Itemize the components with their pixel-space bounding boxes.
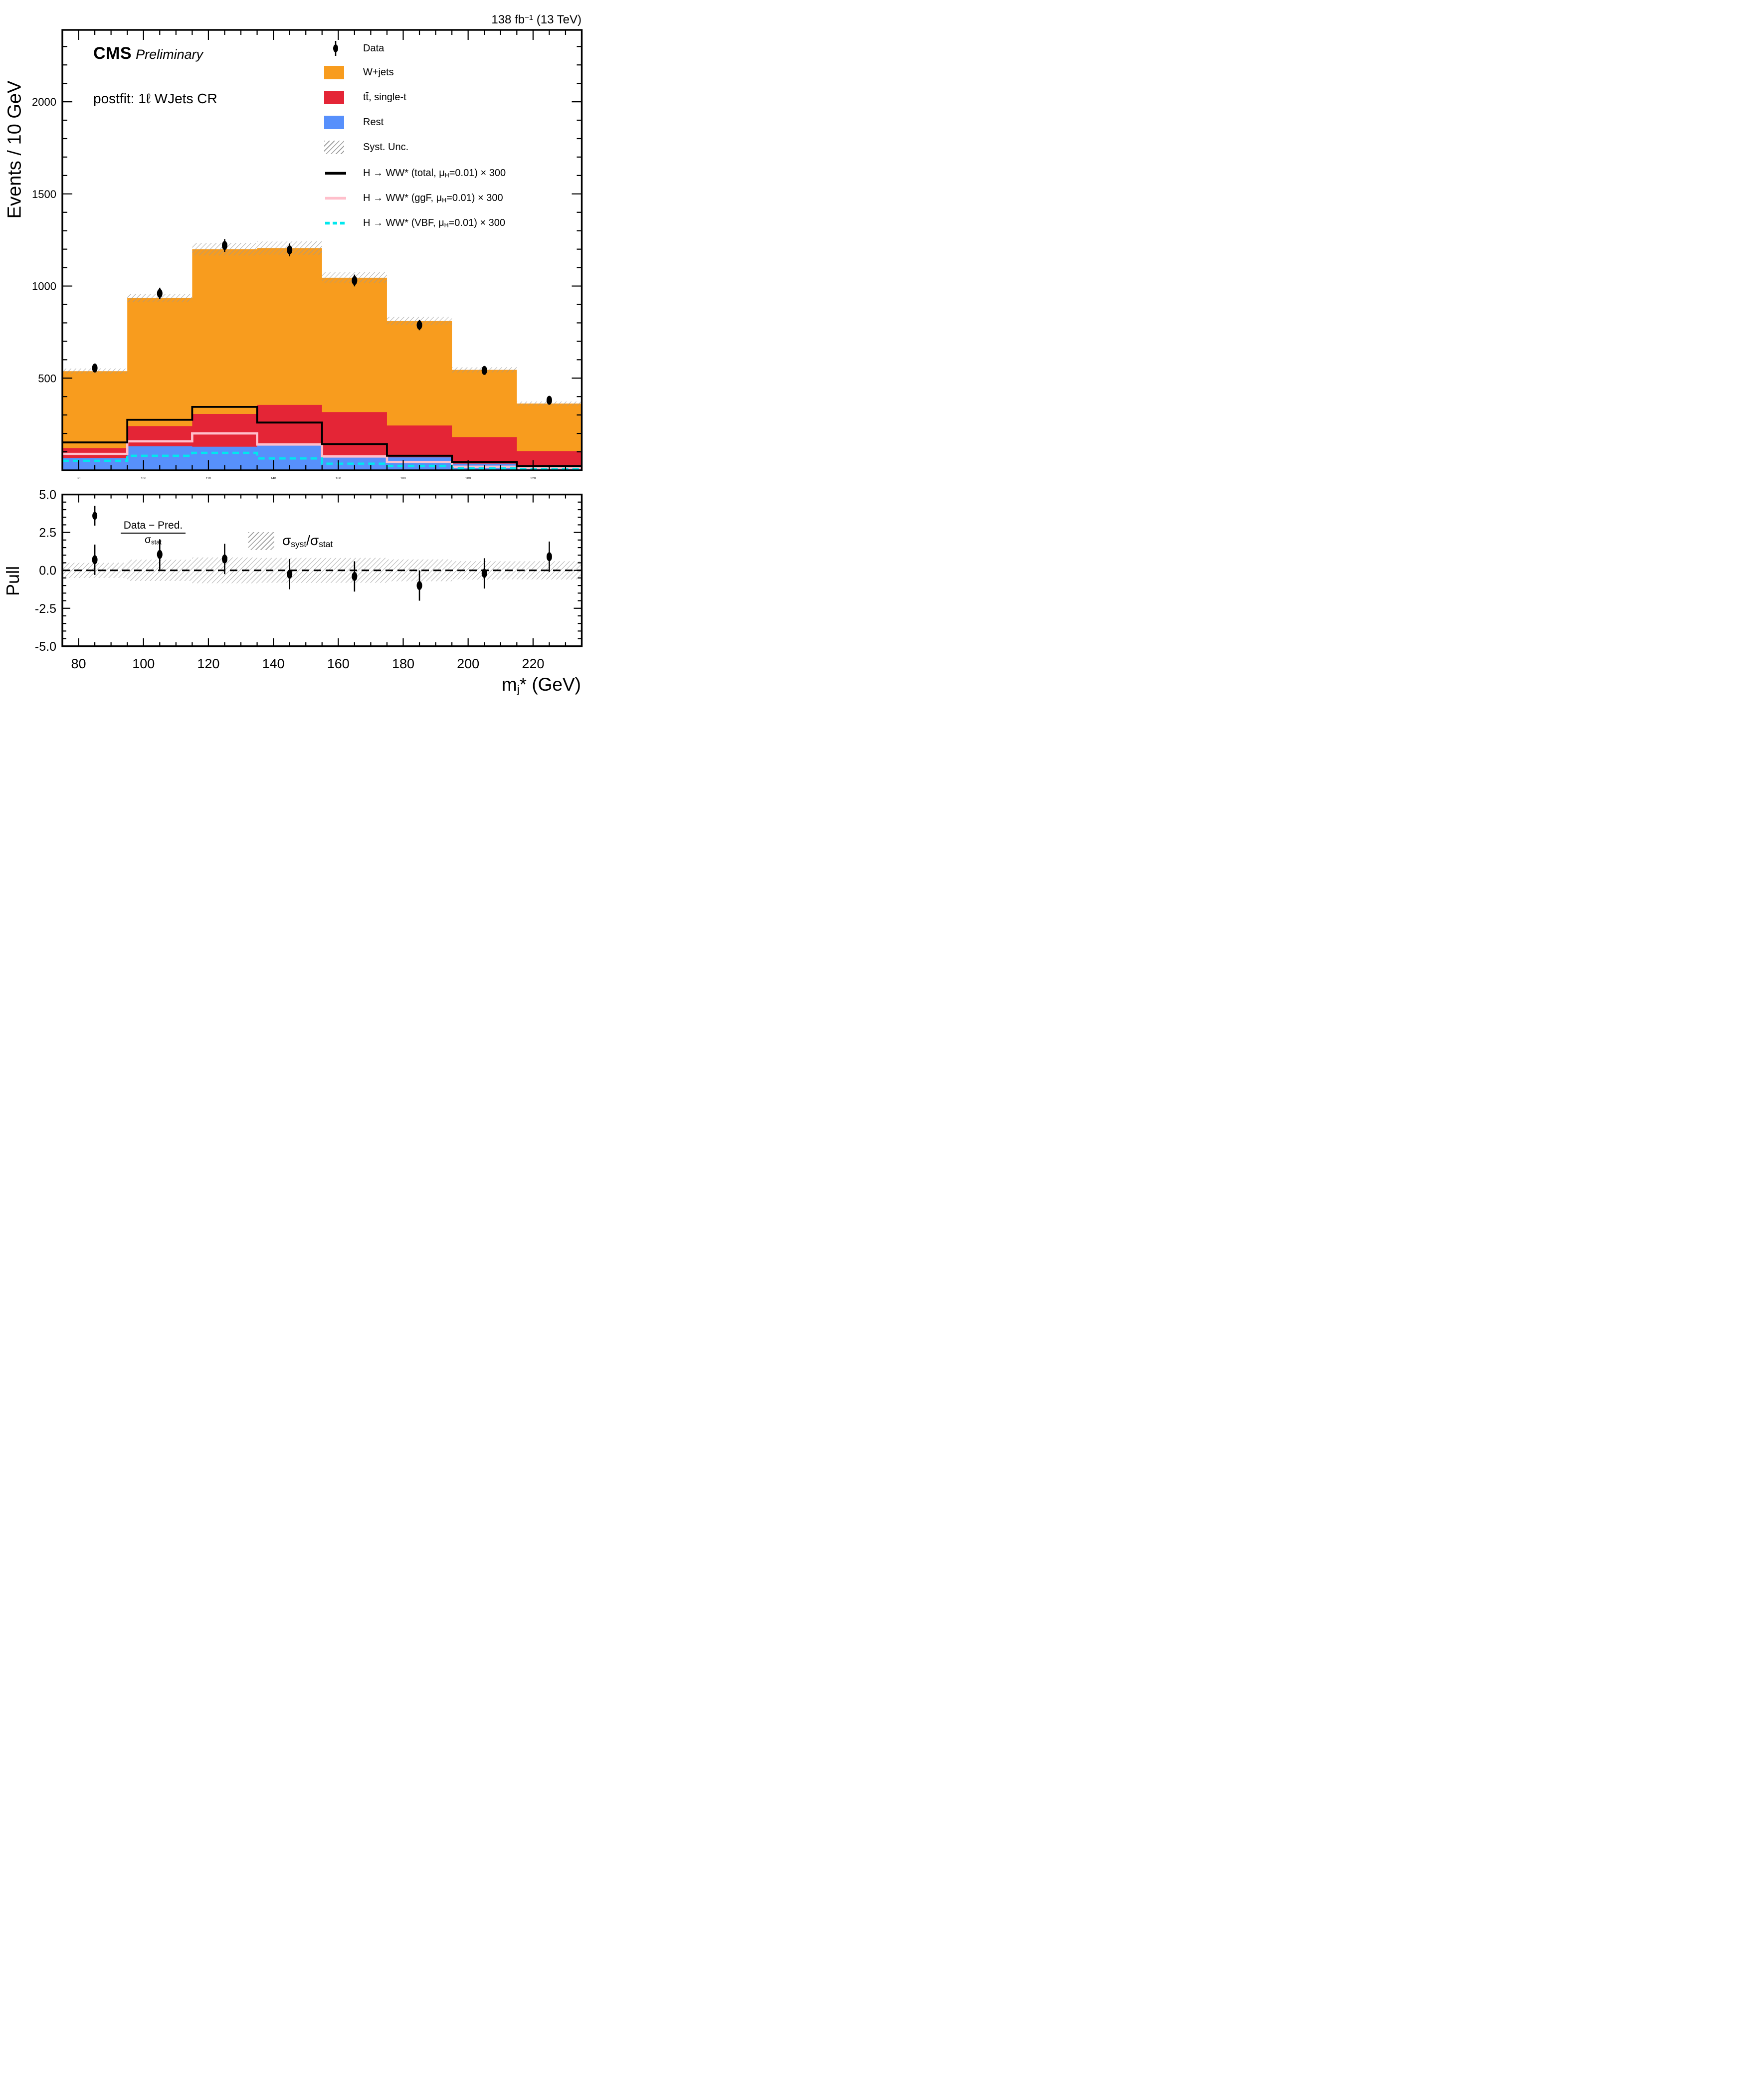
main-y-tick-label: 500 [38, 372, 56, 384]
data-point [221, 241, 227, 250]
x-tick-label: 140 [262, 656, 285, 671]
pull-band-legend-label: σsyst/σstat [282, 533, 333, 549]
lumi-value: 138 fb [491, 13, 525, 26]
main-y-tick-label: 1000 [32, 280, 56, 293]
legend-item-data: Data [324, 40, 384, 56]
pull-ratio-legend: Data − Pred. σstat [116, 520, 191, 546]
pull-y-tick-label: 0.0 [39, 564, 56, 578]
pull-y-axis-title: Pull [2, 566, 23, 596]
main-y-tick-label: 1500 [32, 188, 56, 200]
mini-x-tick-label: 140 [271, 477, 276, 480]
cms-logo-text: CMS [93, 44, 132, 63]
main-y-tick-label: 2000 [32, 96, 56, 108]
legend-label-signal-ggf: H → WW* (ggF, μH=0.01) × 300 [363, 192, 503, 204]
legend-item-syst: Syst. Unc. [324, 139, 408, 155]
fit-region-label: postfit: 1ℓ WJets CR [93, 91, 217, 106]
pull-legend-marker [92, 512, 98, 520]
pull-point [157, 550, 163, 559]
x-tick-label: 180 [392, 656, 414, 671]
pull-y-tick-label: 2.5 [39, 526, 56, 540]
legend-label-syst: Syst. Unc. [363, 141, 409, 153]
data-marker-icon [324, 40, 356, 56]
legend-item-wjets: W+jets [324, 64, 394, 80]
preliminary-label: Preliminary [136, 47, 203, 62]
data-point [157, 289, 163, 298]
top-swatch-icon [324, 90, 356, 104]
signal-vbf-line-icon [324, 216, 356, 230]
wjets-swatch-icon [324, 65, 356, 79]
data-point [416, 320, 422, 330]
pull-y-tick-label: 5.0 [39, 488, 56, 502]
rest-swatch-icon [324, 115, 356, 129]
data-point [352, 276, 358, 285]
mini-x-tick-label: 200 [465, 477, 471, 480]
mini-x-tick-label: 180 [400, 477, 406, 480]
legend-item-top: tt̄, single-t [324, 89, 406, 105]
x-tick-label: 100 [132, 656, 155, 671]
legend-item-signal-ggf: H → WW* (ggF, μH=0.01) × 300 [324, 190, 503, 206]
legend-label-rest: Rest [363, 116, 384, 128]
pull-point [221, 554, 227, 564]
pull-ratio-numerator: Data − Pred. [120, 520, 186, 534]
signal-total-line [62, 406, 582, 467]
pull-point [546, 552, 552, 562]
data-point [481, 366, 487, 375]
x-tick-label: 160 [327, 656, 350, 671]
legend-label-signal-vbf: H → WW* (VBF, μH=0.01) × 300 [363, 217, 506, 229]
legend-item-signal-vbf: H → WW* (VBF, μH=0.01) × 300 [324, 215, 505, 231]
data-point [92, 363, 98, 373]
legend-item-rest: Rest [324, 114, 384, 130]
pull-y-tick-label: -5.0 [35, 640, 56, 654]
figure-root: 500 1000 1500 2000 80 100 120 140 160 180 200 220 5.… [0, 0, 584, 700]
mini-x-tick-label: 120 [205, 477, 211, 480]
x-tick-label: 220 [522, 656, 544, 671]
x-axis-title-unit: * (GeV) [519, 674, 581, 695]
x-tick-label: 80 [71, 656, 86, 671]
legend-label-signal-total: H → WW* (total, μH=0.01) × 300 [363, 167, 506, 179]
data-point [546, 395, 552, 405]
legend-item-signal-total: H → WW* (total, μH=0.01) × 300 [324, 165, 506, 181]
experiment-line: CMS Preliminary [93, 44, 203, 63]
pull-point [92, 555, 98, 565]
pull-point [287, 570, 293, 579]
main-y-axis-title: Events / 10 GeV [4, 80, 25, 219]
lumi-energy: (13 TeV) [533, 13, 582, 26]
pull-band-hatch-icon [248, 532, 274, 550]
legend-label-wjets: W+jets [363, 66, 394, 78]
x-tick-label: 200 [457, 656, 479, 671]
syst-hatch-icon [324, 140, 356, 154]
x-axis-title-symbol: m [501, 674, 517, 695]
pull-panel: 5.0 2.5 0.0 -2.5 -5.0 80 100 120 140 160 180 200 220 [35, 488, 583, 671]
legend-label-top: tt̄, single-t [363, 91, 406, 103]
mini-x-tick-label: 220 [530, 477, 536, 480]
x-tick-label: 120 [197, 656, 219, 671]
mini-x-tick-label: 160 [336, 477, 341, 480]
pull-point [352, 572, 358, 581]
main-axes: 500 1000 1500 2000 80 100 120 140 160 180 200 220 [32, 29, 583, 480]
pull-y-tick-label: -2.5 [35, 602, 56, 616]
signal-ggf-line-icon [324, 191, 356, 205]
mini-x-tick-label: 80 [77, 477, 81, 480]
lumi-exponent: −1 [525, 13, 534, 22]
pull-point [481, 569, 487, 578]
main-panel [62, 239, 582, 470]
x-axis-title: mj* (GeV) [502, 674, 581, 696]
signal-total-line-icon [324, 167, 356, 180]
luminosity-label: 138 fb−1 (13 TeV) [491, 13, 582, 27]
x-axis-title-subscript: j [517, 683, 520, 696]
data-point [287, 245, 293, 255]
legend-label-data: Data [363, 42, 385, 54]
pull-point [416, 581, 422, 590]
mini-x-tick-label: 100 [141, 477, 146, 480]
pull-ratio-denominator: σstat [145, 534, 162, 546]
